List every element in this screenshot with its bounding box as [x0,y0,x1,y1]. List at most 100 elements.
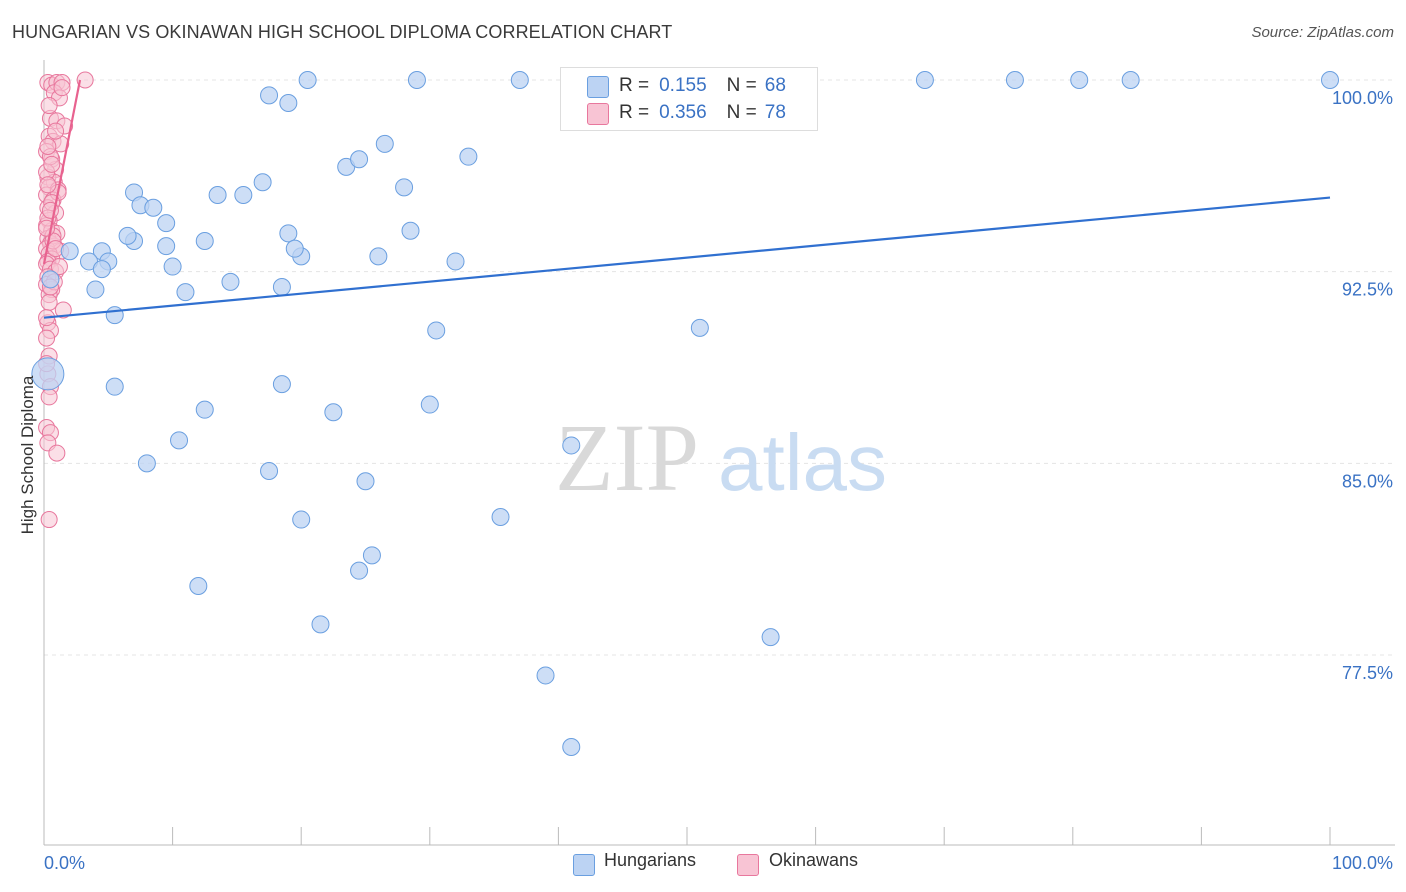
bottom-legend-swatch-okinawans [737,854,759,876]
hungarian-point-36 [375,134,394,153]
okinawan-point-64 [40,293,58,311]
hungarian-point-31 [915,71,934,89]
hungarians-trend-line [43,196,1331,319]
hungarian-point-38 [395,178,414,197]
hungarian-point-33 [1070,71,1089,89]
legend-r-value-hungarians: 0.155 [659,75,707,96]
okinawan-point-73 [40,97,58,115]
hungarian-point-46 [105,306,124,325]
hungarian-point-28 [510,71,529,89]
hungarian-point-49 [272,375,291,394]
hungarian-point-34 [1121,71,1140,89]
okinawan-point-71 [43,155,61,173]
hungarian-point-9 [118,226,137,245]
hungarian-point-66 [562,738,581,756]
legend-n-label: N = [726,102,757,123]
hungarian-point-53 [170,431,189,450]
y-tick-label-2: 92.5% [1342,280,1393,300]
okinawan-point-50 [40,388,58,406]
hungarian-point-22 [260,86,279,105]
chart-title: HUNGARIAN VS OKINAWAN HIGH SCHOOL DIPLOM… [12,22,673,42]
legend-row-okinawans: R = 0.356 N = 78 [619,101,786,125]
x-tick-label-1: 100.0% [1332,853,1393,873]
legend-r-label: R = [619,75,650,96]
trend-lines [42,79,1331,319]
okinawan-point-68 [39,137,57,155]
hungarian-point-50 [195,400,214,419]
hungarian-point-58 [292,510,311,529]
tick-labels: 77.5% 85.0% 92.5% 100.0% 0.0% 100.0% [44,88,1393,873]
hungarian-point-11 [163,257,182,276]
hungarian-point-40 [279,224,298,243]
hungarian-point-23 [279,94,298,112]
hungarian-point-10 [157,237,176,256]
hungarian-point-60 [362,546,381,565]
okinawan-point-4 [76,71,94,89]
x-tick-label-0: 0.0% [44,853,85,873]
hungarian-point-14 [234,186,253,204]
hungarian-point-43 [446,252,465,271]
hungarian-point-62 [189,577,208,595]
hungarian-point-67 [285,239,304,258]
watermark-atlas: atlas [718,418,887,507]
y-tick-label-3: 100.0% [1332,88,1393,108]
hungarian-point-7 [86,280,105,299]
bottom-legend-swatch-hungarians [573,854,595,876]
hungarian-point-18 [144,198,163,217]
legend-r-label: R = [619,102,650,123]
hungarian-point-55 [260,462,279,480]
legend-n-value-okinawans: 78 [764,102,786,123]
hungarian-point-15 [253,173,272,192]
legend-row-hungarians: R = 0.155 N = 68 [619,74,786,98]
hungarian-point-47 [690,318,709,337]
okinawan-point-63 [50,258,68,276]
legend-r-value-okinawans: 0.356 [659,102,707,123]
hungarian-point-54 [137,454,156,473]
hungarian-point-25 [350,150,369,169]
hungarian-point-19 [157,214,176,233]
okinawan-point-75 [39,176,57,194]
hungarian-point-44 [272,278,291,296]
okinawan-point-43 [54,301,72,319]
hungarian-point-2 [60,242,79,261]
y-tick-label-1: 85.0% [1342,471,1393,491]
hungarian-point-65 [536,666,555,685]
hungarian-point-52 [324,403,343,422]
hungarian-point-27 [407,71,426,89]
hungarian-point-51 [420,395,439,414]
hungarian-point-6 [92,260,111,279]
hungarians-points [31,71,1339,756]
hungarian-point-61 [350,561,369,580]
bottom-legend-okinawans: Okinawans [769,850,859,870]
okinawan-point-55 [40,511,58,529]
hungarian-point-57 [356,472,375,491]
grid-lines [44,79,1395,656]
hungarian-point-1 [41,270,60,289]
okinawan-point-59 [47,122,65,140]
hungarian-point-56 [562,436,581,455]
hungarian-point-35 [1321,71,1339,89]
bottom-legend-hungarians: Hungarians [604,850,697,870]
okinawan-point-72 [53,79,71,97]
hungarian-point-42 [369,247,388,266]
legend-swatch-okinawans [587,103,609,125]
y-tick-label-0: 77.5% [1342,663,1393,683]
hungarian-point-45 [427,321,446,340]
okinawans-trend-line [42,79,82,265]
watermark-zip: ZIP [555,404,699,511]
hungarian-point-48 [105,377,124,396]
okinawan-point-46 [38,329,56,347]
legend-swatch-hungarians [587,76,609,98]
hungarian-point-26 [298,71,317,89]
hungarian-point-32 [1005,71,1024,89]
hungarian-point-20 [221,272,240,291]
hungarian-point-0 [31,357,65,391]
legend: R = 0.155 N = 68 R = 0.356 N = 78 [560,67,818,131]
hungarian-point-37 [459,147,478,166]
source-label: Source: ZipAtlas.com [1251,24,1394,41]
hungarian-point-63 [311,615,330,634]
okinawan-point-54 [48,444,66,462]
hungarian-point-64 [761,628,780,647]
watermark: ZIP atlas [555,404,887,511]
